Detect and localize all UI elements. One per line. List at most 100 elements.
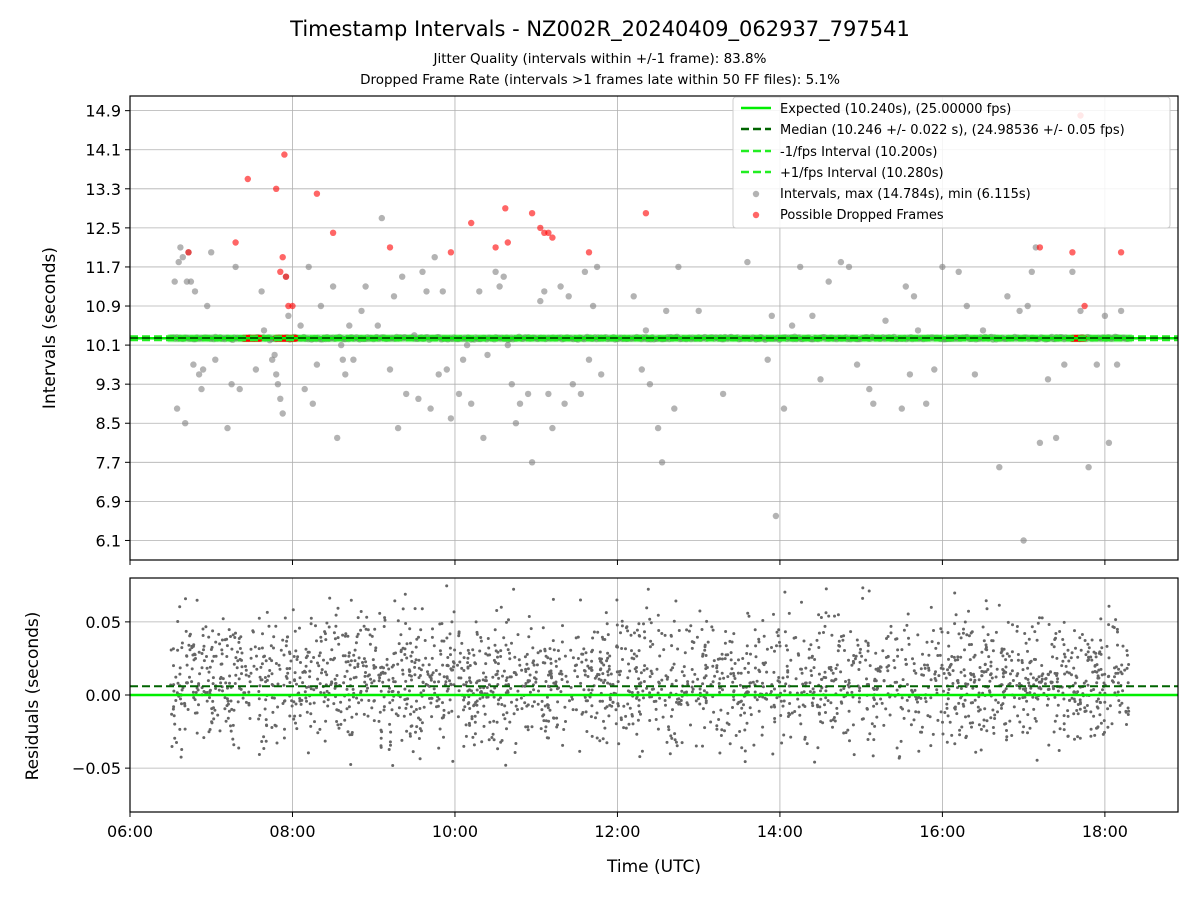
residual-point <box>232 708 236 712</box>
residual-point <box>698 609 702 613</box>
residual-point <box>905 623 909 627</box>
interval-point <box>297 322 304 329</box>
residual-point <box>536 702 540 706</box>
residual-point <box>216 713 220 717</box>
residual-point <box>1073 681 1077 685</box>
residual-point <box>400 738 404 742</box>
residual-point <box>1025 699 1029 703</box>
residual-point <box>1082 681 1086 685</box>
residual-point <box>871 754 875 758</box>
residual-point <box>1001 654 1005 658</box>
interval-point <box>524 390 532 398</box>
residual-point <box>907 642 911 646</box>
residual-point <box>472 704 476 708</box>
residual-point <box>488 720 492 724</box>
residual-point <box>282 736 286 740</box>
residual-point <box>804 666 808 670</box>
residual-point <box>1106 707 1110 711</box>
residual-point <box>1089 710 1093 714</box>
residual-point <box>304 647 308 651</box>
residual-point <box>703 648 707 652</box>
residual-point <box>525 652 529 656</box>
residual-point <box>211 676 215 680</box>
residual-point <box>228 674 232 678</box>
residual-point <box>967 714 971 718</box>
residual-point <box>879 697 883 701</box>
residual-point <box>492 719 496 723</box>
residual-point <box>835 663 839 667</box>
residual-point <box>725 721 729 725</box>
residual-point <box>793 710 797 713</box>
residual-point <box>1075 709 1079 712</box>
residual-point <box>673 738 677 742</box>
interval-point <box>190 361 197 368</box>
residual-point <box>637 698 641 702</box>
residual-point <box>462 744 466 748</box>
residual-point <box>983 707 987 711</box>
residual-point <box>467 651 471 655</box>
residual-point <box>1026 678 1030 681</box>
residual-point <box>788 713 792 716</box>
residual-point <box>396 662 400 666</box>
residual-point <box>270 726 274 729</box>
residual-point <box>1001 675 1005 679</box>
residual-point <box>951 682 955 685</box>
interval-point <box>906 371 914 378</box>
residual-point <box>1095 663 1099 667</box>
residual-point <box>675 744 679 748</box>
residual-point <box>1004 658 1008 662</box>
interval-point <box>374 322 381 329</box>
residual-point <box>525 662 529 666</box>
residual-point <box>1062 697 1066 701</box>
residual-point <box>494 660 497 664</box>
residual-point <box>405 656 409 660</box>
residual-point <box>409 654 413 658</box>
residual-point <box>419 729 423 733</box>
residual-point <box>354 675 358 679</box>
interval-point <box>459 356 467 363</box>
residual-point <box>544 680 548 683</box>
residual-point <box>685 690 688 694</box>
residual-point <box>221 689 224 693</box>
residual-point <box>560 640 564 644</box>
residual-point <box>914 671 918 675</box>
residual-point <box>374 646 378 650</box>
residual-point <box>941 720 944 724</box>
residual-point <box>399 648 403 652</box>
residual-point <box>748 706 752 710</box>
residual-point <box>810 654 814 658</box>
residual-point <box>473 714 477 718</box>
residual-point <box>309 660 313 664</box>
interval-point <box>1016 307 1023 315</box>
residual-point <box>826 699 830 703</box>
residual-point <box>1100 646 1104 650</box>
residual-point <box>948 664 952 667</box>
residual-point <box>672 619 676 623</box>
residual-point <box>1024 689 1027 693</box>
residual-point <box>197 650 201 654</box>
residual-point <box>847 658 850 662</box>
residual-point <box>978 708 982 712</box>
residual-point <box>853 657 857 661</box>
residual-point <box>881 649 885 653</box>
residual-point <box>923 666 927 670</box>
residual-point <box>803 737 807 741</box>
x-tick-label: 16:00 <box>919 822 965 841</box>
residual-point <box>560 678 564 681</box>
residual-point <box>1007 654 1011 658</box>
residual-point <box>973 653 977 657</box>
residual-point <box>649 621 653 625</box>
residual-point <box>308 675 312 679</box>
residual-point <box>534 677 538 681</box>
residual-point <box>220 648 224 652</box>
residual-point <box>601 737 605 741</box>
residual-point <box>532 659 536 663</box>
residual-point <box>388 701 392 705</box>
residual-point <box>642 622 645 626</box>
residual-point <box>669 734 673 738</box>
residual-point <box>790 711 794 715</box>
residual-point <box>417 635 420 639</box>
residual-point <box>847 685 851 689</box>
residual-point <box>176 681 180 685</box>
residual-point <box>590 704 594 708</box>
